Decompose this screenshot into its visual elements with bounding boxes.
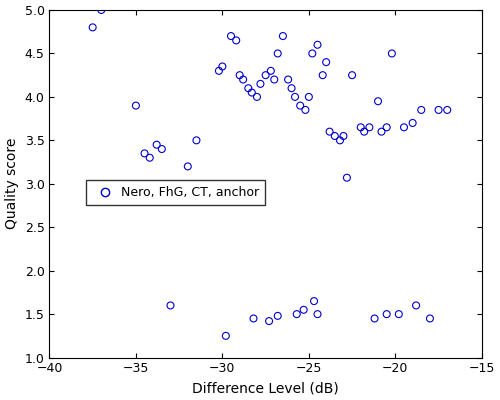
Point bbox=[88, 24, 96, 30]
Point bbox=[274, 50, 281, 57]
Point bbox=[270, 76, 278, 83]
Point bbox=[348, 72, 356, 78]
Point bbox=[265, 318, 273, 324]
Point bbox=[140, 150, 148, 156]
Point bbox=[308, 50, 316, 57]
Point bbox=[318, 72, 326, 78]
Point bbox=[408, 120, 416, 126]
Point bbox=[378, 128, 386, 135]
Point bbox=[248, 89, 256, 96]
Point bbox=[192, 137, 200, 144]
Y-axis label: Quality score: Quality score bbox=[5, 138, 19, 230]
Point bbox=[250, 315, 258, 322]
Point bbox=[366, 124, 374, 130]
Point bbox=[322, 59, 330, 65]
Point bbox=[382, 124, 390, 130]
Point bbox=[244, 85, 252, 92]
Point bbox=[291, 94, 299, 100]
Point bbox=[374, 98, 382, 104]
Point bbox=[184, 163, 192, 170]
Point bbox=[443, 107, 451, 113]
Point bbox=[370, 315, 378, 322]
Point bbox=[227, 33, 235, 39]
Point bbox=[418, 107, 426, 113]
Point bbox=[279, 33, 287, 39]
Point bbox=[426, 315, 434, 322]
Point bbox=[343, 174, 351, 181]
Point bbox=[256, 81, 264, 87]
Point bbox=[382, 311, 390, 317]
Legend: Nero, FhG, CT, anchor: Nero, FhG, CT, anchor bbox=[86, 180, 266, 205]
Point bbox=[340, 133, 347, 139]
Point bbox=[302, 107, 310, 113]
Point bbox=[296, 102, 304, 109]
X-axis label: Difference Level (dB): Difference Level (dB) bbox=[192, 381, 339, 395]
Point bbox=[314, 42, 322, 48]
Point bbox=[326, 128, 334, 135]
Point bbox=[434, 107, 442, 113]
Point bbox=[400, 124, 408, 130]
Point bbox=[314, 311, 322, 317]
Point bbox=[236, 72, 244, 78]
Point bbox=[360, 128, 368, 135]
Point bbox=[267, 68, 275, 74]
Point bbox=[356, 124, 364, 130]
Point bbox=[292, 311, 300, 317]
Point bbox=[262, 72, 270, 78]
Point bbox=[284, 76, 292, 83]
Point bbox=[166, 302, 174, 309]
Point bbox=[305, 94, 313, 100]
Point bbox=[146, 154, 154, 161]
Point bbox=[152, 142, 160, 148]
Point bbox=[395, 311, 403, 317]
Point bbox=[253, 94, 261, 100]
Point bbox=[388, 50, 396, 57]
Point bbox=[331, 133, 339, 139]
Point bbox=[412, 302, 420, 309]
Point bbox=[158, 146, 166, 152]
Point bbox=[239, 76, 247, 83]
Point bbox=[222, 333, 230, 339]
Point bbox=[215, 68, 223, 74]
Point bbox=[98, 7, 106, 13]
Point bbox=[274, 313, 281, 319]
Point bbox=[132, 102, 140, 109]
Point bbox=[310, 298, 318, 304]
Point bbox=[218, 63, 226, 70]
Point bbox=[232, 37, 240, 44]
Point bbox=[336, 137, 344, 144]
Point bbox=[288, 85, 296, 92]
Point bbox=[300, 306, 308, 313]
